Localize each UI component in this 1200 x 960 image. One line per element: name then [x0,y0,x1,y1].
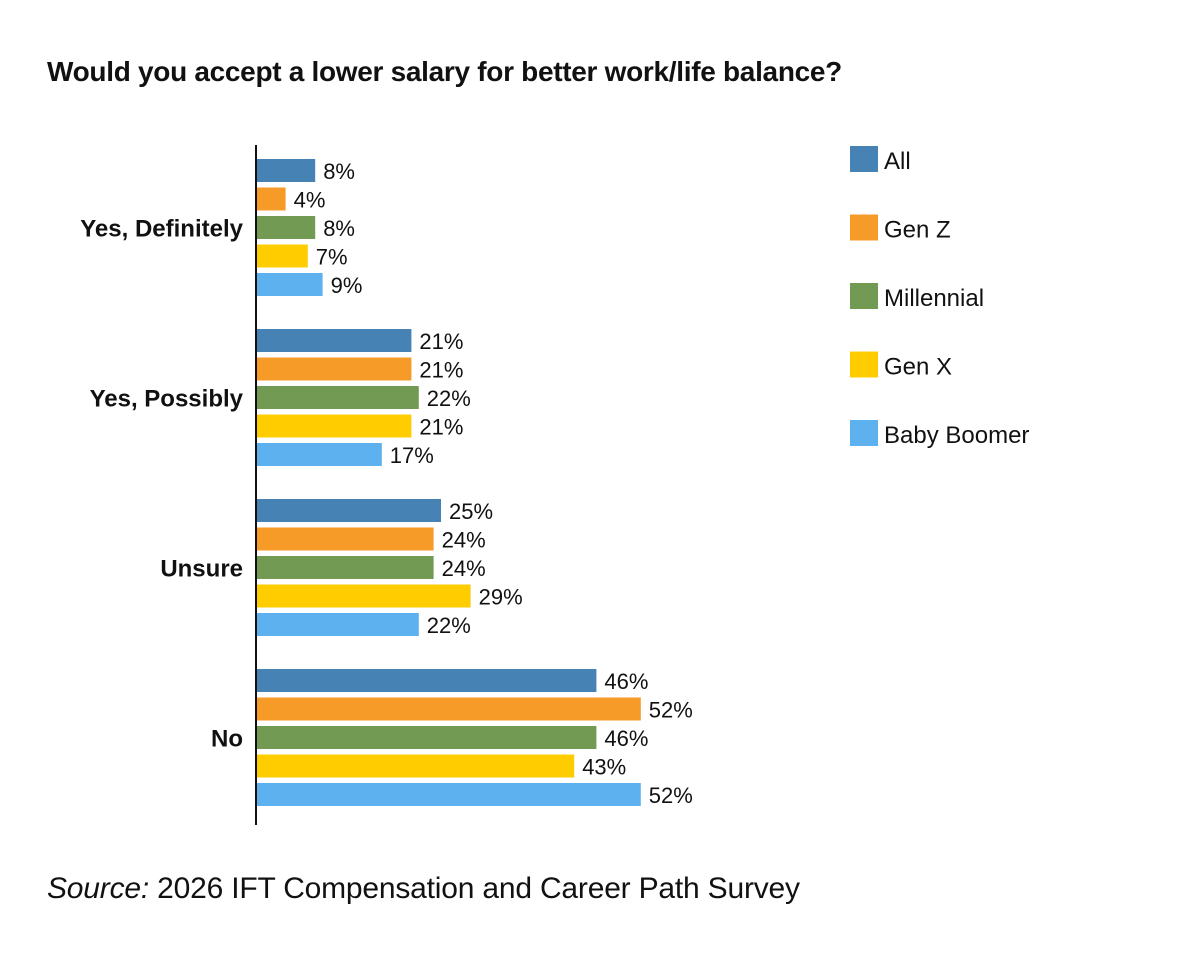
bar [256,556,434,579]
bar-value-label: 22% [427,613,471,638]
category-label: Yes, Definitely [80,216,243,243]
bar [256,329,412,352]
bar [256,726,597,749]
legend-swatch [850,351,878,378]
bar-value-label: 52% [649,698,693,723]
bar-value-label: 4% [294,188,326,213]
bar-value-label: 7% [316,245,348,270]
bar-value-label: 24% [442,528,486,553]
chart-title: Would you accept a lower salary for bett… [47,56,842,87]
bar-value-label: 24% [442,556,486,581]
bar-value-label: 21% [419,415,463,440]
bar [256,499,441,522]
source-note: Source: 2026 IFT Compensation and Career… [47,872,800,906]
bar-value-label: 21% [419,329,463,354]
bar [256,414,412,438]
bar-value-label: 52% [649,783,693,808]
bar-value-label: 46% [604,669,648,694]
legend-label: Gen Z [884,217,951,244]
bar [256,584,471,608]
category-label: Unsure [160,556,243,583]
bar-value-label: 25% [449,499,493,524]
bar-value-label: 43% [582,755,626,780]
bar [256,273,323,296]
category-label: Yes, Possibly [90,386,244,413]
source-text: 2026 IFT Compensation and Career Path Su… [157,872,800,905]
legend-swatch [850,420,878,446]
bar-value-label: 29% [479,585,523,610]
bar [256,159,316,182]
value-labels: 8% 4% 8% 7% 9% 21% 21% 22% 21% 17% 25% 24% 24% 29% 22%… [294,159,693,808]
legend: All Gen Z Millennial Gen X Baby Boomer [850,146,1029,449]
bar [256,244,308,268]
bar [256,443,382,466]
bar [256,669,597,692]
legend-label: Gen X [884,354,952,381]
bar [256,697,641,721]
bar [256,527,434,551]
source-label: Source: [47,872,149,905]
bar-value-label: 22% [427,386,471,411]
bar-value-label: 21% [419,358,463,383]
bar [256,754,575,778]
bar-value-label: 8% [323,159,355,184]
category-labels: Yes, Definitely Yes, Possibly Unsure No [80,216,243,753]
legend-label: Baby Boomer [884,422,1029,449]
legend-swatch [850,283,878,309]
legend-label: All [884,148,911,175]
bar-value-label: 46% [604,726,648,751]
bar-value-label: 9% [331,273,363,298]
legend-swatch [850,214,878,241]
bar [256,187,286,211]
category-label: No [211,726,243,753]
bar [256,613,419,636]
bar-value-label: 8% [323,216,355,241]
bar-value-label: 17% [390,443,434,468]
legend-swatch [850,146,878,172]
bar [256,216,316,239]
bars [256,159,641,806]
bar [256,357,412,381]
bar [256,386,419,409]
legend-label: Millennial [884,285,984,312]
bar [256,783,641,806]
